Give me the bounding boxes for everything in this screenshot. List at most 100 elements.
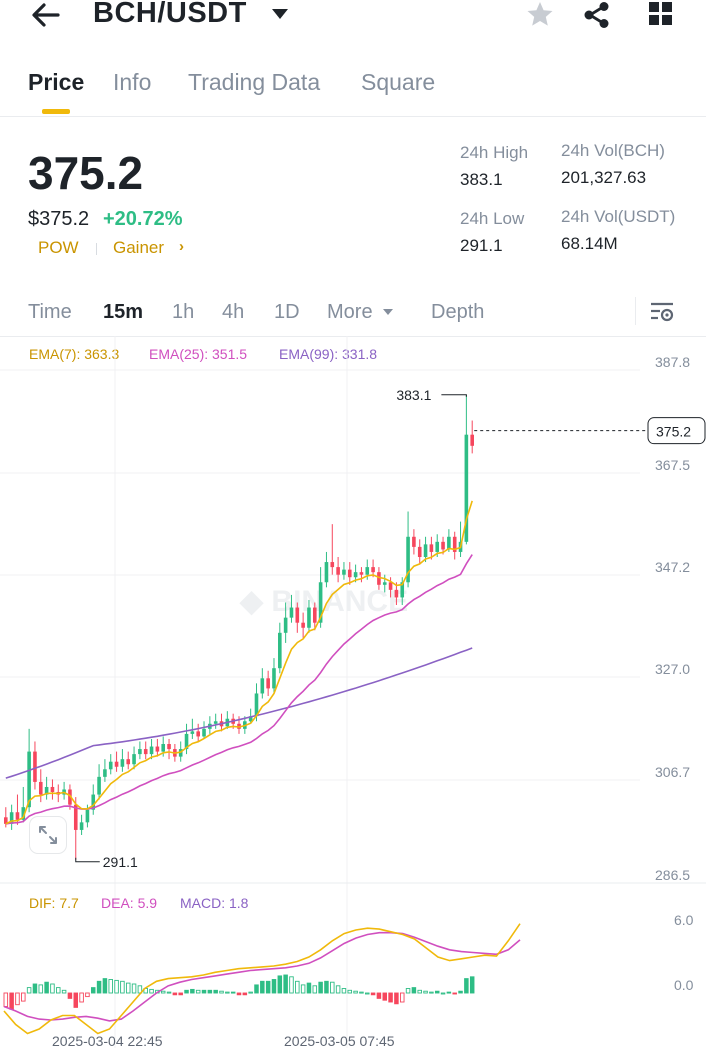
- tf-4h[interactable]: 4h: [222, 301, 245, 323]
- candle-body: [318, 582, 323, 623]
- tab-square[interactable]: Square: [361, 69, 436, 95]
- tab-price[interactable]: Price: [28, 69, 85, 95]
- stat-24h-low-label: 24h Low: [460, 209, 525, 228]
- macd-histogram-bar: [184, 989, 189, 994]
- candle-body: [132, 754, 136, 765]
- candle-body: [155, 746, 160, 752]
- chevron-right-icon[interactable]: ›: [179, 238, 184, 255]
- macd-histogram-bar: [248, 991, 253, 994]
- candle-body: [161, 744, 166, 752]
- macd-histogram-bar: [429, 991, 434, 994]
- macd-histogram-bar: [469, 976, 475, 994]
- macd-histogram-bar: [376, 992, 382, 999]
- candle-body: [120, 759, 125, 767]
- macd-histogram-bar: [289, 976, 294, 994]
- price-axis-label: 327.0: [655, 661, 690, 677]
- macd-histogram-bar: [399, 992, 405, 1003]
- candle-body: [365, 567, 370, 575]
- binance-watermark: ◆ BINANCE: [239, 585, 408, 618]
- candle-body: [371, 567, 375, 573]
- candle-body: [85, 809, 90, 823]
- macd-histogram-bar: [458, 990, 463, 994]
- macd-histogram-bar: [306, 982, 312, 994]
- time-axis-label: 2025-03-05 07:45: [284, 1033, 395, 1048]
- candle-body: [347, 569, 352, 578]
- macd-histogram-bar: [178, 992, 183, 996]
- candlestick-chart[interactable]: 387.8 367.5 347.2 327.0 306.7 286.5 ◆ BINANCE 3…: [0, 336, 706, 1048]
- price-change-percent: +20.72%: [103, 208, 183, 230]
- candle-body: [79, 822, 84, 830]
- low-marker-line: [75, 857, 100, 863]
- pair-dropdown-caret-icon[interactable]: [272, 9, 288, 19]
- macd-histogram-bar: [254, 984, 259, 994]
- macd-histogram-bar: [102, 978, 108, 994]
- candle-body: [149, 746, 154, 755]
- tab-trading-data[interactable]: Trading Data: [188, 69, 321, 95]
- macd-histogram-bar: [213, 989, 218, 994]
- tf-1h[interactable]: 1h: [172, 301, 195, 323]
- tf-15m[interactable]: 15m: [103, 301, 144, 323]
- macd-histogram-bar: [353, 990, 358, 994]
- candle-body: [167, 744, 171, 750]
- tag-gainer[interactable]: Gainer: [113, 238, 165, 257]
- candle-body: [213, 721, 218, 724]
- macd-histogram-bar: [271, 979, 277, 994]
- ema99-line: [5, 647, 473, 779]
- candle-body: [248, 716, 253, 722]
- expand-icon: [39, 826, 57, 844]
- back-arrow-icon[interactable]: [30, 0, 62, 30]
- tab-info[interactable]: Info: [113, 69, 152, 95]
- candle-body: [342, 569, 346, 575]
- candle-body: [301, 622, 305, 628]
- tf-1d[interactable]: 1D: [274, 301, 300, 323]
- star-icon[interactable]: [525, 0, 555, 30]
- candle-body: [143, 749, 148, 755]
- dea-line: [3, 931, 521, 1022]
- share-icon[interactable]: [582, 0, 612, 30]
- candle-body: [44, 786, 49, 795]
- candle-body: [73, 804, 78, 830]
- price-axis-label: 286.5: [655, 867, 690, 883]
- candle-body: [21, 807, 26, 820]
- candle-body: [312, 607, 317, 623]
- expand-chart-button[interactable]: [29, 816, 67, 854]
- candle-body: [91, 794, 96, 810]
- ema99-legend: EMA(99): 331.8: [279, 346, 378, 362]
- chart-settings-icon[interactable]: [648, 300, 676, 324]
- macd-histogram-bar: [277, 975, 283, 994]
- tag-pow[interactable]: POW: [38, 238, 79, 257]
- macd-histogram-bar: [73, 992, 79, 1008]
- stat-24h-high-label: 24h High: [460, 143, 529, 162]
- macd-histogram-bar: [50, 983, 55, 994]
- macd-histogram-bar: [312, 985, 318, 994]
- candle-body: [114, 761, 119, 767]
- more-caret-icon[interactable]: [383, 309, 393, 315]
- tf-more[interactable]: More: [327, 301, 373, 323]
- tf-time[interactable]: Time: [28, 301, 72, 323]
- macd-histogram-bar: [283, 974, 288, 994]
- candle-body: [278, 632, 282, 669]
- candle-body: [184, 733, 189, 750]
- macd-histogram-bar: [417, 989, 422, 994]
- candle-body: [441, 541, 445, 550]
- macd-histogram-bar: [166, 991, 172, 994]
- candle-body: [353, 572, 358, 578]
- macd-histogram-bar: [26, 987, 32, 994]
- macd-histogram-bar: [440, 992, 446, 995]
- candle-body: [359, 572, 364, 575]
- macd-histogram-bar: [365, 992, 370, 995]
- tf-depth[interactable]: Depth: [431, 301, 485, 323]
- stat-24h-vol-base-value: 201,327.63: [561, 168, 647, 187]
- grid-icon[interactable]: [645, 0, 675, 30]
- stat-24h-low-value: 291.1: [460, 236, 503, 255]
- candle-body: [324, 562, 329, 583]
- chart-top-divider: [0, 336, 706, 337]
- tf-separator: [635, 297, 636, 325]
- trading-pair-title[interactable]: BCH/USDT: [93, 0, 247, 29]
- macd-histogram-bar: [90, 987, 96, 994]
- high-marker-line: [441, 394, 467, 397]
- last-price: 375.2: [28, 147, 144, 199]
- candle-body: [406, 536, 410, 583]
- macd-histogram-bar: [300, 984, 306, 994]
- macd-histogram-bar: [318, 981, 323, 994]
